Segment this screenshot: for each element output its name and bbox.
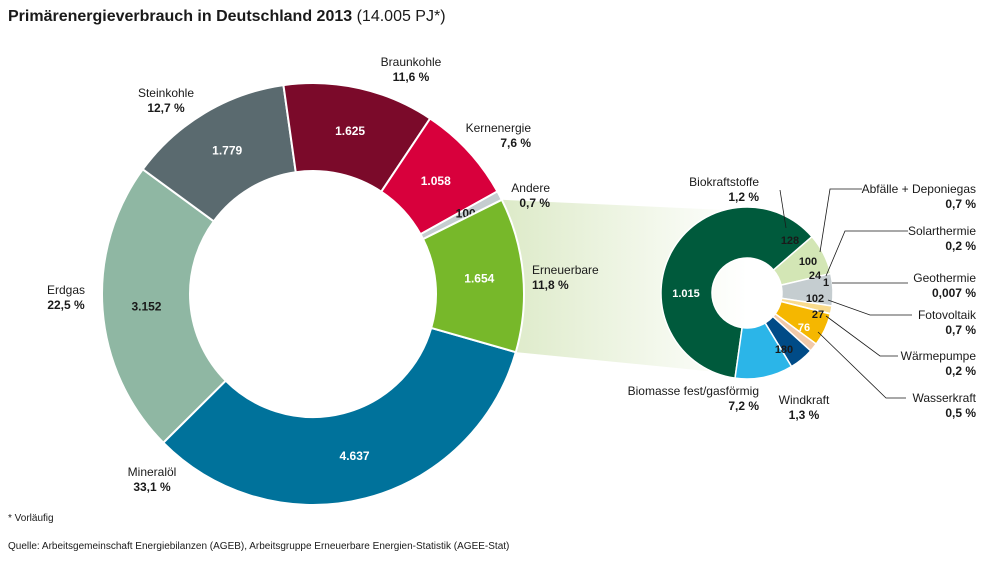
sub-value-biomasse-fest-gasfoermig: 1.015	[672, 288, 700, 300]
sub-label-solarthermie: Solarthermie	[908, 224, 976, 238]
leader-line-fotovoltaik	[827, 299, 912, 316]
label-pct-steinkohle: 12,7 %	[147, 101, 185, 115]
slice-value-mineraloel: 4.637	[340, 449, 370, 463]
sub-label-wasserkraft: Wasserkraft	[912, 391, 976, 405]
sub-value-geothermie: 1	[823, 277, 829, 289]
slice-value-kernenergie: 1.058	[421, 174, 451, 188]
sub-value-waermepumpe: 27	[812, 309, 824, 321]
sub-label-fotovoltaik: Fotovoltaik	[918, 308, 977, 322]
sub-slice-windkraft	[734, 321, 793, 380]
sub-label-pct-fotovoltaik: 0,7 %	[945, 323, 976, 337]
slice-value-erneuerbare: 1.654	[464, 272, 494, 286]
footnote: * Vorläufig	[8, 513, 54, 524]
sub-label-abfaelle-deponiegas: Abfälle + Deponiegas	[862, 182, 976, 196]
sub-value-wasserkraft: 76	[798, 322, 810, 334]
sub-label-geothermie: Geothermie	[913, 271, 976, 285]
sub-label-pct-wasserkraft: 0,5 %	[945, 406, 976, 420]
leader-line-waermepumpe	[825, 315, 898, 357]
source-note: Quelle: Arbeitsgemeinschaft Energiebilan…	[8, 541, 510, 552]
label-erneuerbare: Erneuerbare	[532, 263, 599, 277]
sub-label-pct-solarthermie: 0,2 %	[945, 239, 976, 253]
slice-value-erdgas: 3.152	[131, 300, 161, 314]
sub-value-solarthermie: 24	[809, 270, 822, 282]
sub-label-biomasse-fest-gasfoermig: Biomasse fest/gasförmig	[628, 384, 759, 398]
sub-label-pct-waermepumpe: 0,2 %	[945, 364, 976, 378]
sub-label-waermepumpe: Wärmepumpe	[901, 349, 977, 363]
slice-value-braunkohle: 1.625	[335, 124, 365, 138]
sub-value-fotovoltaik: 102	[806, 293, 824, 305]
label-pct-erneuerbare: 11,8 %	[532, 278, 569, 292]
label-pct-kernenergie: 7,6 %	[500, 136, 531, 150]
sub-label-pct-biokraftstoffe: 1,2 %	[728, 190, 759, 204]
sub-label-pct-abfaelle-deponiegas: 0,7 %	[945, 197, 976, 211]
title-total: (14.005 PJ*)	[356, 8, 446, 25]
leader-line-biokraftstoffe	[779, 189, 787, 229]
label-erdgas: Erdgas	[47, 283, 85, 297]
label-pct-andere: 0,7 %	[519, 196, 550, 210]
slice-erneuerbare	[421, 198, 525, 354]
label-mineraloel: Mineralöl	[128, 465, 177, 479]
sub-label-windkraft: Windkraft	[779, 393, 830, 407]
sub-label-pct-biomasse-fest-gasfoermig: 7,2 %	[728, 399, 759, 413]
slice-value-steinkohle: 1.779	[212, 144, 242, 158]
leader-line-abfaelle-deponiegas	[819, 188, 862, 253]
title-main: Primärenergieverbrauch in Deutschland 20…	[8, 8, 353, 25]
sub-value-abfaelle-deponiegas: 100	[799, 256, 817, 268]
label-steinkohle: Steinkohle	[138, 86, 194, 100]
sub-slice-biomasse-fest-gasfoermig	[660, 206, 814, 380]
label-pct-erdgas: 22,5 %	[47, 298, 85, 312]
sub-label-pct-geothermie: 0,007 %	[932, 286, 976, 300]
slice-erdgas	[101, 167, 228, 445]
renewables-donut	[660, 206, 834, 380]
leader-line-solarthermie	[825, 230, 908, 277]
slice-mineraloel	[161, 326, 518, 506]
label-kernenergie: Kernenergie	[466, 121, 532, 135]
label-pct-mineraloel: 33,1 %	[133, 480, 171, 494]
label-braunkohle: Braunkohle	[381, 55, 442, 69]
label-pct-braunkohle: 11,6 %	[393, 70, 430, 84]
sub-value-biokraftstoffe: 128	[781, 235, 799, 247]
sub-label-pct-windkraft: 1,3 %	[789, 408, 820, 422]
sub-value-windkraft: 180	[775, 344, 793, 356]
chart-title: Primärenergieverbrauch in Deutschland 20…	[8, 8, 446, 26]
sub-label-biokraftstoffe: Biokraftstoffe	[689, 175, 759, 189]
label-andere: Andere	[511, 181, 550, 195]
leader-line-wasserkraft	[817, 331, 906, 399]
